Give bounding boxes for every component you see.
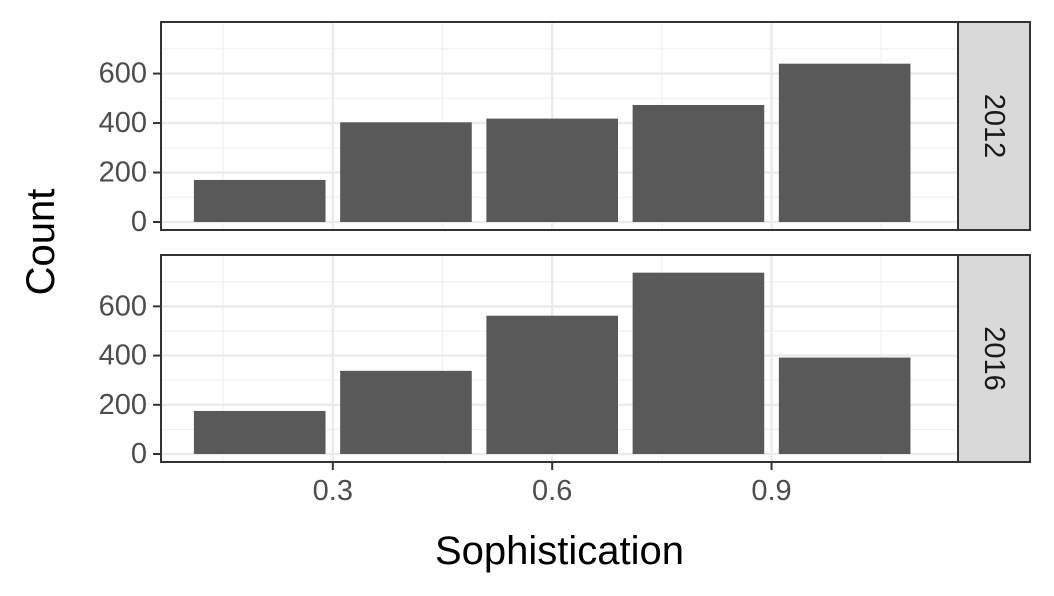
bar: [778, 357, 911, 454]
bar: [632, 104, 765, 222]
y-tick-label: 600: [99, 290, 147, 322]
bar: [486, 315, 618, 454]
bar: [486, 118, 618, 222]
facet-strip: [957, 21, 1031, 231]
facet-panel-2012: 2012 0 200 400 600: [99, 21, 1031, 238]
y-tick-label: 200: [99, 157, 147, 189]
x-axis-title: Sophistication: [435, 529, 684, 573]
y-tick-label: 0: [131, 206, 147, 238]
x-tick-label: 0.9: [751, 475, 791, 507]
facet-strip-label: 2012: [978, 94, 1010, 159]
y-tick-label: 0: [131, 438, 147, 470]
y-tick-label: 400: [99, 107, 147, 139]
bar: [340, 370, 472, 454]
bar: [340, 122, 472, 222]
x-tick-label: 0.6: [532, 475, 572, 507]
facet-strip: [957, 254, 1031, 463]
bar: [632, 272, 765, 454]
y-tick-label: 400: [99, 340, 147, 372]
bar: [778, 63, 911, 223]
bar: [193, 410, 326, 454]
y-tick-label: 200: [99, 389, 147, 421]
x-tick-label: 0.3: [313, 475, 353, 507]
facet-strip-label: 2016: [978, 326, 1010, 391]
facet-panel-2016: 2016 0 200 400 600 0.3 0.6 0.9: [99, 254, 1031, 507]
bar: [193, 179, 326, 222]
y-axis-title: Count: [19, 189, 63, 296]
y-tick-label: 600: [99, 58, 147, 90]
